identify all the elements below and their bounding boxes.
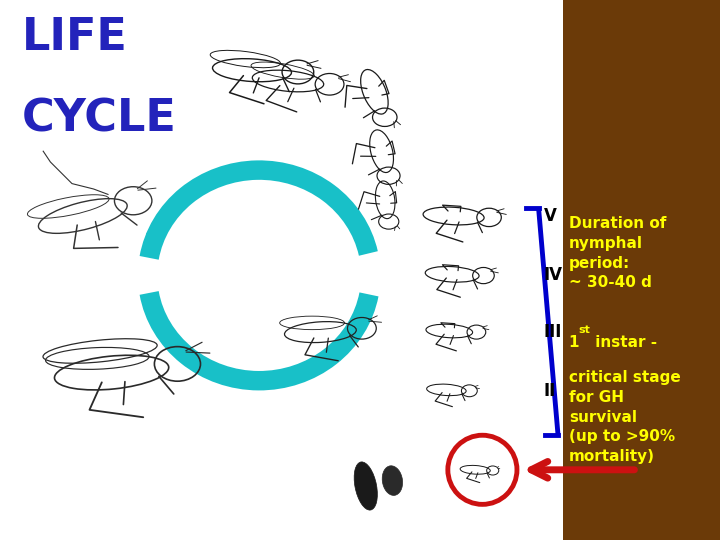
Ellipse shape: [382, 466, 402, 495]
Text: CYCLE: CYCLE: [22, 97, 176, 140]
Text: Duration of
nymphal
period:
~ 30-40 d: Duration of nymphal period: ~ 30-40 d: [569, 216, 666, 291]
FancyBboxPatch shape: [563, 0, 720, 540]
Text: instar -: instar -: [590, 335, 657, 350]
Text: IV: IV: [544, 266, 562, 285]
Text: 1: 1: [569, 335, 580, 350]
Ellipse shape: [354, 462, 377, 510]
Text: II: II: [544, 382, 556, 401]
Text: LIFE: LIFE: [22, 16, 127, 59]
Text: V: V: [544, 207, 557, 225]
Text: critical stage
for GH
survival
(up to >90%
mortality): critical stage for GH survival (up to >9…: [569, 370, 680, 464]
Text: III: III: [544, 323, 562, 341]
Text: st: st: [578, 325, 590, 335]
